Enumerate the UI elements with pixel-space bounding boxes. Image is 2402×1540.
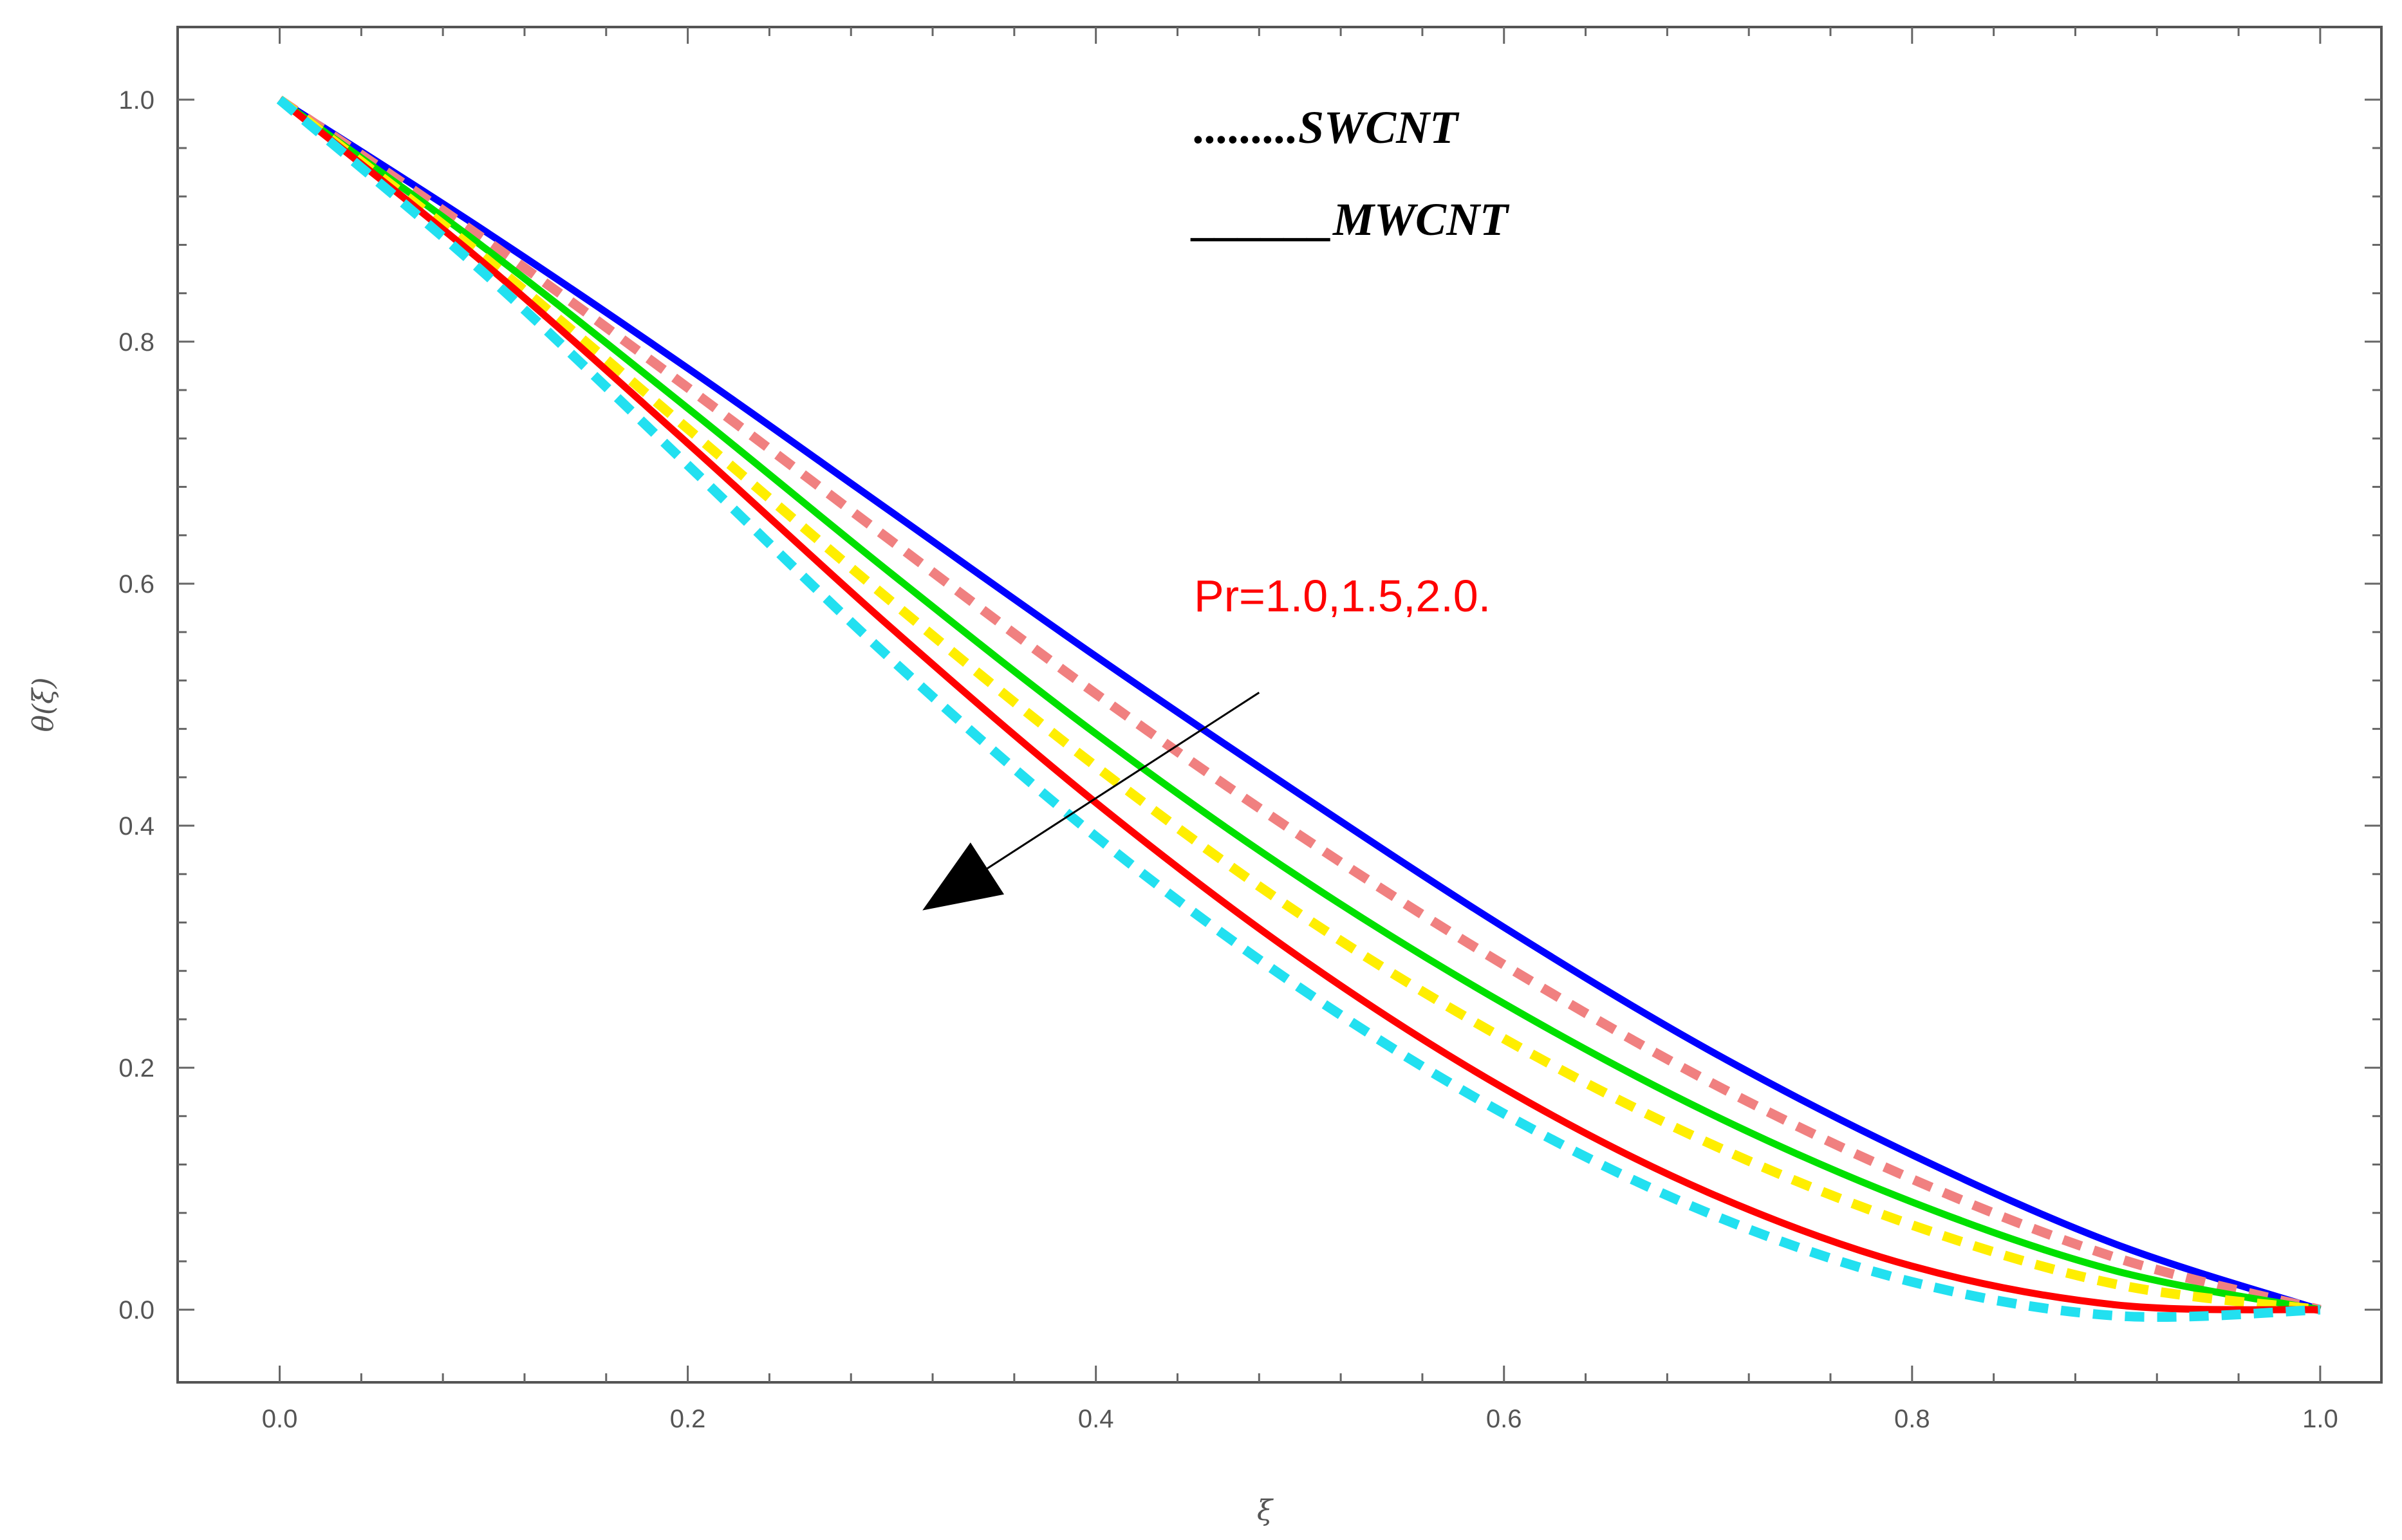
annotation-label: Pr=1.0,1.5,2.0.: [1194, 571, 1491, 621]
y-tick-label: 0.2: [118, 1054, 154, 1082]
series-line-mwcnt-pr-1-5: [277, 97, 2321, 1313]
x-tick-label: 0.0: [262, 1405, 298, 1433]
y-tick-label: 0.4: [118, 812, 154, 840]
series-line-mwcnt-pr-2-0: [277, 97, 2321, 1313]
x-axis-label: ξ: [1257, 1494, 1274, 1527]
annotation-arrow: [922, 691, 1260, 911]
arrow-head: [922, 842, 1005, 911]
legend-label-swcnt: .........SWCNT: [1194, 102, 1460, 153]
y-axis-label: θ(ξ): [27, 677, 60, 732]
y-tick-label: 0.8: [118, 328, 154, 357]
y-tick-label: 0.6: [118, 570, 154, 598]
legend: .........SWCNT ______MWCNT: [1190, 102, 1510, 245]
series-line-swcnt-pr-2-0: [276, 96, 2321, 1322]
axis-ticks: 0.0 0.2 0.4 0.6 0.8 1.0 0.0 0.2 0.4 0.6 0.8 1.0: [118, 27, 2381, 1433]
y-tick-label: 1.0: [118, 86, 154, 115]
arrow-shaft: [987, 691, 1260, 869]
x-tick-label: 0.2: [670, 1405, 706, 1433]
legend-label-mwcnt: ______MWCNT: [1190, 194, 1510, 245]
x-tick-label: 0.8: [1894, 1405, 1930, 1433]
x-tick-label: 0.6: [1486, 1405, 1522, 1433]
series-line-swcnt-pr-1-5: [276, 95, 2321, 1315]
series-line-mwcnt-pr-1-0: [277, 97, 2322, 1313]
plot-frame: [176, 26, 2383, 1384]
x-tick-label: 0.4: [1078, 1405, 1114, 1433]
x-tick-label: 1.0: [2302, 1405, 2338, 1433]
series-group: [276, 95, 2322, 1322]
y-tick-label: 0.0: [118, 1296, 154, 1324]
